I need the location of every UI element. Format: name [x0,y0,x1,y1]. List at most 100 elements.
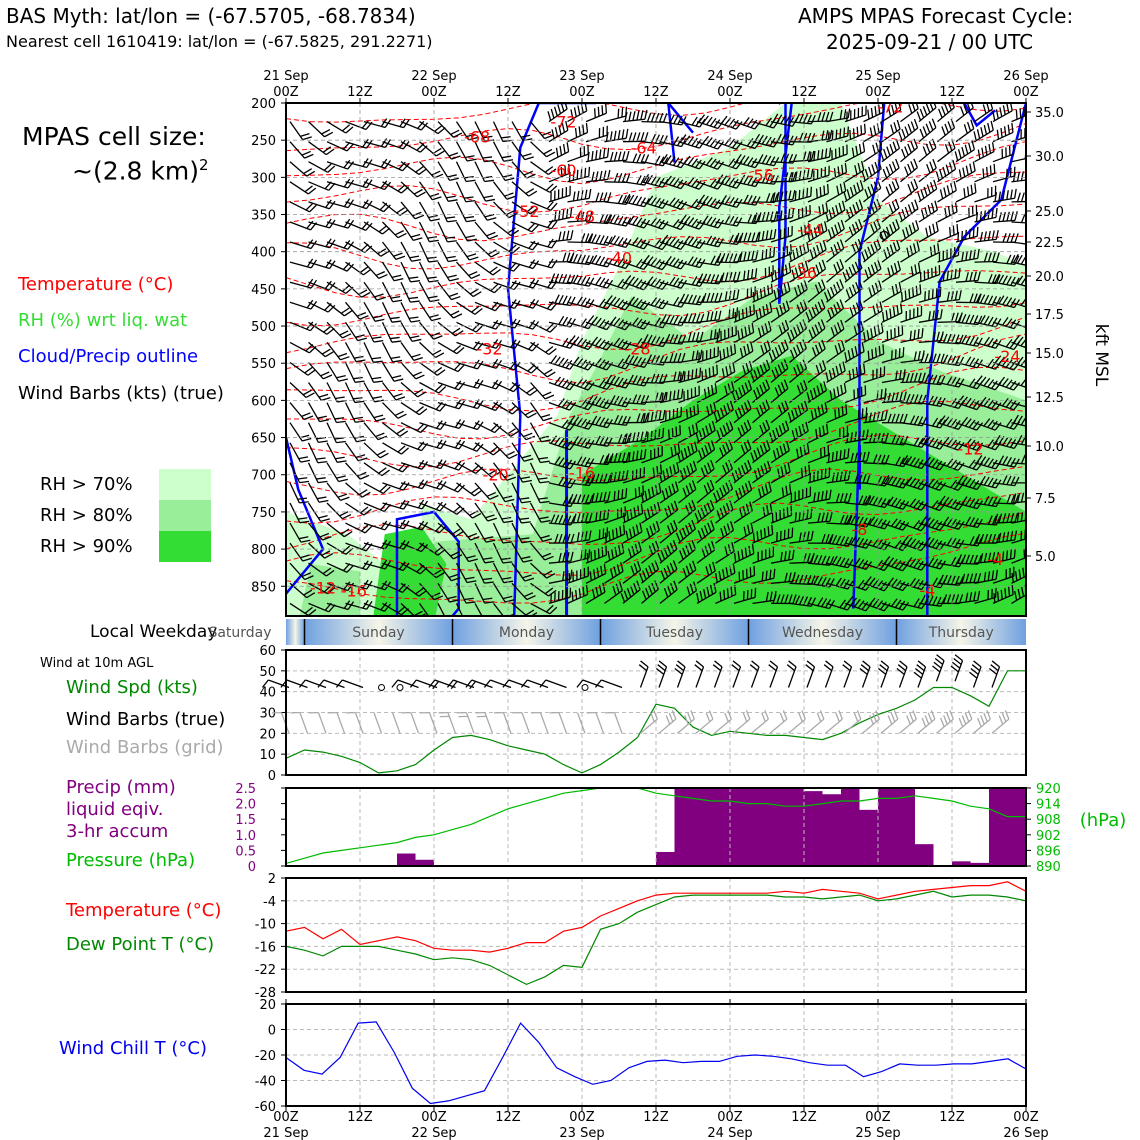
barb-feather [353,397,363,400]
forecast-cycle-date: 2025-09-21 / 00 UTC [826,30,1034,54]
barb-feather [523,170,534,176]
wind-barb [492,522,513,544]
barb-feather [373,414,384,419]
barb-feather [470,536,480,541]
barb-feather [484,601,495,604]
barb-feather [323,374,333,380]
wind-barb [345,301,369,320]
wind-barb [363,261,388,279]
rh-shading-area [299,564,360,616]
barb-feather [435,150,445,157]
barb-feather [359,266,369,274]
wind-barb [511,181,538,197]
barb-feather [495,402,503,411]
barb-feather [355,454,366,459]
wind-barb [400,459,429,470]
barb-feather [390,336,400,340]
barb-feather [521,521,531,524]
wind-barb [308,542,334,559]
barb-feather [301,437,312,442]
barb-feather [340,307,350,314]
wind-barb [419,501,447,512]
barb-feather [373,380,384,383]
barb-feather [464,196,474,199]
barb-feather [436,369,446,376]
wind-barb [455,221,477,242]
barb-feather [391,340,402,343]
barb-feather [529,389,538,396]
barb-feather [300,459,311,463]
barb-feather [511,246,521,254]
wind-barb [455,201,476,223]
wind-barb [437,522,464,538]
wind-barb [344,342,366,363]
barb-feather [318,440,328,444]
wind-barb [308,141,335,156]
barb-feather [298,456,309,460]
wind-barb [419,341,445,359]
barb-feather [408,276,419,279]
wind-barb [326,442,347,463]
barb-feather [447,240,457,243]
barb-feather [466,253,477,258]
barb-feather [306,321,314,330]
wind-barb [381,342,403,363]
barb-feather [384,181,392,190]
barb-feather [322,535,332,541]
wind-barb [456,281,482,298]
barb-feather [510,430,520,437]
barb-feather [378,467,387,474]
wind-barb [511,462,532,483]
barb-feather [318,393,329,398]
precip-label-2: liquid eqiv. [66,799,164,820]
wind-barb [363,482,391,494]
barb-feather [451,327,461,334]
barb-feather [433,335,443,340]
barb-feather [466,219,476,223]
wind-barb [307,442,328,464]
barb-feather [458,462,466,471]
wind-barb [326,342,350,361]
barb-feather [430,218,440,222]
wind-barb [345,261,372,276]
barb-feather [418,168,427,175]
barb-feather [303,589,313,596]
barb-feather [453,344,462,353]
barb-feather [374,293,384,298]
barb-feather [300,539,311,543]
barb-feather [409,335,420,339]
wind-barb [326,502,352,520]
barb-feather [486,217,497,221]
legend-temperature: Temperature (°C) [18,274,174,295]
barb-feather [362,138,369,148]
wind-barb [474,141,494,163]
wind-barb [474,401,503,412]
barb-feather [376,296,387,301]
wind-barb [307,462,328,484]
barb-feather [416,613,426,616]
wind-barb [345,462,370,480]
wind-barb [363,342,383,363]
wind-barb [381,382,406,401]
wind-barb [400,321,422,342]
wind-barb [455,542,478,563]
barb-feather [402,163,410,172]
barb-feather [390,296,401,299]
barb-shaft [474,603,487,616]
barb-feather [357,471,367,477]
barb-feather [451,155,461,160]
isotherm-line [286,302,1026,354]
barb-feather [433,595,444,601]
barb-feather [464,597,474,601]
wind-barb [511,402,537,419]
wind-barb [345,560,373,571]
barb-feather [309,323,318,332]
barb-feather [454,380,462,389]
barb-feather [520,134,531,138]
barb-feather [501,557,511,561]
barb-feather [361,221,369,230]
barb-feather [502,174,513,178]
barb-feather [502,561,513,564]
barb-feather [363,268,372,276]
barb-feather [335,396,345,400]
